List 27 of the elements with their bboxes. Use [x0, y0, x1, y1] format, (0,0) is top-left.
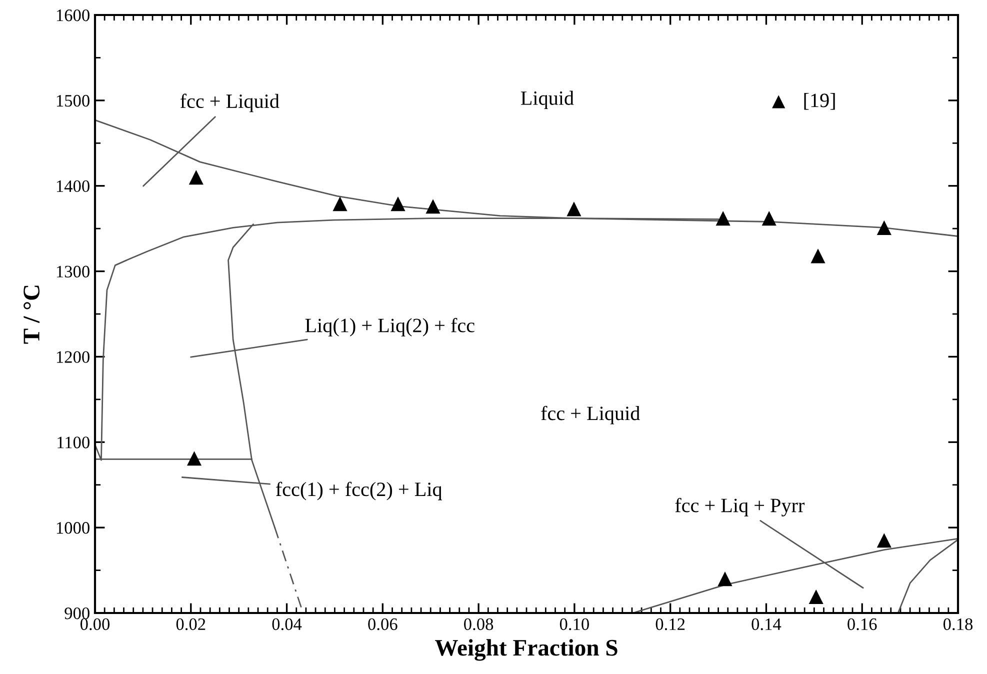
x-tick-label: 0.16: [848, 618, 877, 630]
x-tick-label: 0.02: [176, 618, 206, 630]
x-tick-label: 0.06: [368, 618, 398, 630]
annotation: fcc(1) + fcc(2) + Liq: [276, 482, 442, 500]
y-tick-label: 1200: [56, 351, 90, 363]
x-axis-title: Weight Fraction S: [435, 639, 618, 661]
legend-label: [19]: [804, 93, 835, 110]
x-tick-label: 0.18: [943, 618, 973, 630]
annotation: fcc + Liquid: [180, 94, 280, 112]
x-tick-label: 0.14: [752, 618, 782, 630]
annotation: Liquid: [520, 90, 574, 110]
annotation: fcc + Liquid: [541, 406, 640, 424]
y-tick-label: 1300: [56, 266, 90, 278]
y-tick-label: 1400: [56, 180, 90, 192]
x-tick-label: 0.08: [464, 618, 494, 630]
y-tick-label: 1000: [56, 522, 90, 534]
y-tick-label: 1100: [58, 436, 90, 448]
annotation: fcc + Liq + Pyrr: [675, 498, 805, 516]
x-tick-label: 0.00: [80, 618, 110, 630]
x-tick-label: 0.04: [272, 618, 302, 630]
x-tick-label: 0.12: [656, 618, 685, 630]
y-tick-label: 1500: [56, 94, 90, 107]
x-tick-label: 0.10: [560, 618, 589, 630]
y-tick-label: 1600: [56, 9, 90, 22]
y-axis-title: T / °C: [24, 286, 40, 344]
annotation: Liq(1) + Liq(2) + fcc: [305, 318, 474, 336]
y-tick-label: 900: [64, 607, 90, 620]
